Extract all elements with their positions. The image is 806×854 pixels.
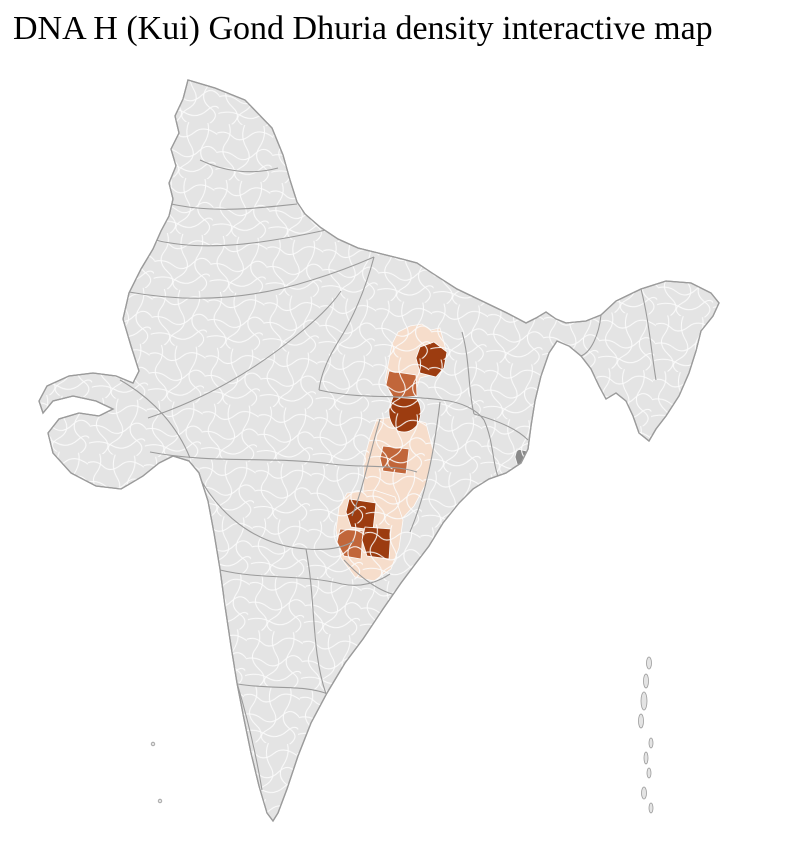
state-border-line <box>149 451 418 473</box>
india-outline <box>38 79 720 823</box>
district-boundaries-texture <box>39 80 719 821</box>
state-border-line <box>473 413 529 441</box>
state-border-line <box>219 569 391 586</box>
lakshadweep-islands[interactable] <box>150 741 163 804</box>
state-border-line <box>166 202 298 210</box>
state-border-line <box>119 379 191 459</box>
state-border-line <box>305 548 327 695</box>
state-border-line <box>236 682 263 791</box>
andaman-nicobar-islands[interactable] <box>638 656 654 814</box>
state-border-line <box>640 288 657 381</box>
state-border-line <box>154 229 327 247</box>
state-border-line <box>199 159 279 173</box>
state-border-line <box>351 418 381 517</box>
state-border-line <box>461 331 475 415</box>
page-title: DNA H (Kui) Gond Dhuria density interact… <box>13 10 713 47</box>
state-border-line <box>196 472 355 550</box>
state-border-line <box>147 290 342 419</box>
state-border-line <box>409 401 441 533</box>
state-border-line <box>580 314 602 357</box>
state-border-line <box>237 683 329 695</box>
state-border-line <box>128 256 375 299</box>
state-border-line <box>318 256 375 391</box>
